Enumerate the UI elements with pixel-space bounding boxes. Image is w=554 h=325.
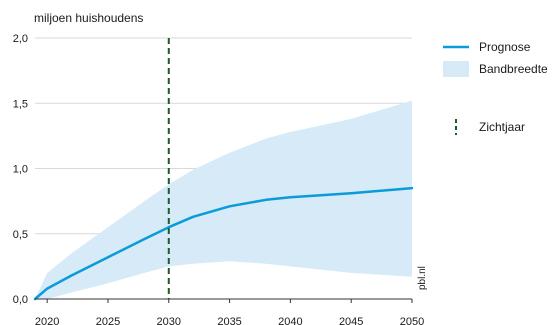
legend: Prognose Bandbreedte Zichtjaar	[443, 40, 548, 135]
legend-label-zichtjaar: Zichtjaar	[479, 120, 525, 134]
axis-layer: 0,0 0,5 1,0 1,5 2,0 2020 2025 2030 2035 2040 2045 2…	[13, 33, 425, 325]
line-layer	[33, 186, 414, 301]
x-tick-label: 2030	[157, 316, 181, 325]
source-annotation: pbl.nl	[417, 266, 428, 290]
y-tick-label: 0,0	[13, 294, 28, 306]
legend-label-prognose: Prognose	[479, 40, 531, 54]
legend-swatch-bandbreedte	[443, 61, 469, 77]
y-tick-label: 0,5	[13, 229, 28, 241]
x-tick-label: 2020	[35, 316, 59, 325]
y-tick-label: 1,5	[13, 98, 28, 110]
band-area	[35, 100, 412, 299]
x-tick-label: 2025	[96, 316, 120, 325]
x-tick-label: 2035	[217, 316, 241, 325]
series-line-prognose	[33, 186, 414, 301]
band-layer	[35, 100, 412, 299]
y-axis-label: miljoen huishoudens	[34, 11, 143, 25]
legend-label-bandbreedte: Bandbreedte	[479, 62, 548, 76]
x-tick-label: 2040	[278, 316, 302, 325]
x-tick-label: 2045	[339, 316, 363, 325]
y-tick-label: 1,0	[13, 164, 28, 176]
y-tick-label: 2,0	[13, 33, 28, 45]
x-tick-label: 2050	[400, 316, 424, 325]
